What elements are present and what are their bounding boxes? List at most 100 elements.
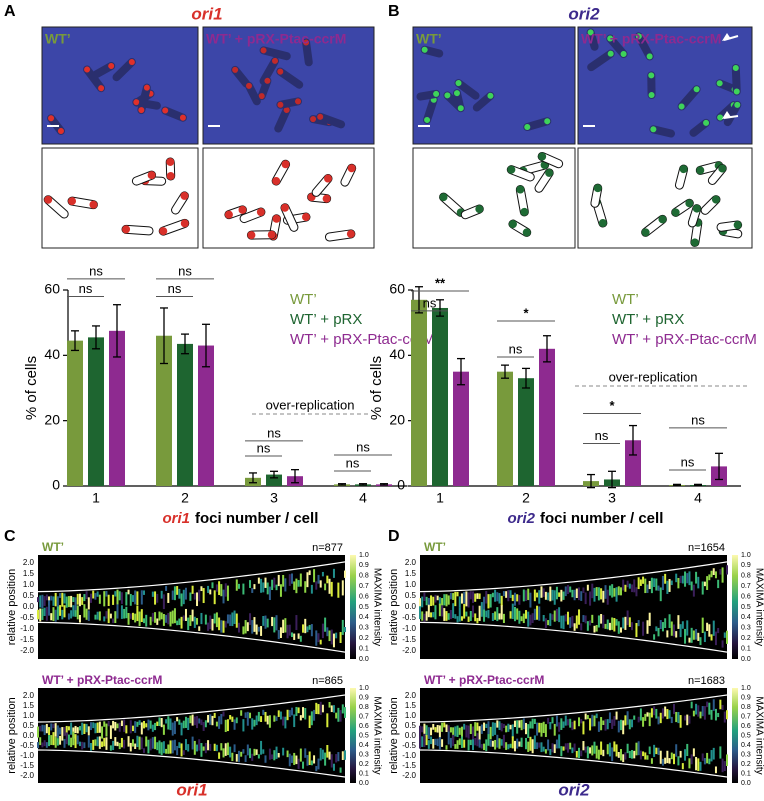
colorbar-tick-label: 0.6: [359, 593, 369, 600]
colorbar-tick-label: 0.3: [741, 625, 751, 632]
significance-label: ns: [423, 295, 437, 310]
colorbar-tick-label: 0.8: [359, 573, 369, 580]
image-label: WT’ + pRX-Ptac-ccrM: [206, 31, 346, 47]
legend-label: WT’ + pRX-Ptac-ccrM: [612, 331, 757, 348]
demograph-bg: [38, 688, 345, 783]
focus: [671, 208, 680, 217]
focus: [247, 231, 256, 240]
cell: [92, 61, 116, 79]
panel-letter: D: [388, 528, 400, 545]
focus: [516, 185, 525, 194]
cell-outline: [419, 561, 728, 593]
y-tick-label: 2.0: [405, 558, 417, 567]
focus: [232, 66, 239, 73]
error-bar: [587, 473, 595, 489]
colorbar-tick-label: 1.0: [359, 685, 369, 692]
cell-body: [83, 65, 106, 93]
y-axis-label: relative position: [6, 569, 18, 645]
cell-count: n=1683: [688, 675, 725, 687]
x-tick-label: 3: [608, 490, 616, 506]
colorbar-tick-label: 0.9: [741, 562, 751, 569]
significance-label: ns: [79, 281, 93, 296]
bar: [518, 378, 534, 486]
cell-body: [302, 38, 313, 67]
cell: [677, 85, 701, 111]
colorbar-tick-label: 0.0: [359, 656, 369, 663]
y-tick-label: 40: [44, 346, 60, 362]
colorbar-tick-label: 0.7: [741, 583, 751, 590]
cell-body: [316, 112, 346, 129]
cell-body: [137, 83, 151, 115]
cell: [259, 56, 280, 86]
legend-label: WT’ + pRX-Ptac-ccrM: [290, 331, 435, 348]
significance-label: ns: [89, 263, 103, 278]
demograph: [37, 688, 346, 783]
focus: [538, 152, 547, 161]
cell: [231, 65, 251, 88]
y-tick-label: 0: [397, 477, 405, 493]
focus: [587, 29, 594, 36]
colorbar-tick-label: 0.3: [741, 751, 751, 758]
condition-label: WT’ + pRX-Ptac-ccrM: [42, 673, 162, 687]
cell-outline: [419, 621, 728, 653]
colorbar-tick-label: 0.5: [741, 604, 751, 611]
y-tick-label: 0.5: [405, 591, 417, 600]
x-tick-label: 1: [92, 490, 100, 506]
y-tick-label: 0.5: [405, 721, 417, 730]
annotation: over-replication: [609, 369, 698, 384]
colorbar-tick-label: 0.9: [359, 694, 369, 701]
cell-body: [587, 49, 615, 72]
focus: [143, 84, 150, 91]
colorbar-tick-label: 0.9: [359, 562, 369, 569]
panel-title: ori1: [191, 4, 222, 23]
bar: [453, 371, 469, 486]
error-bar: [249, 472, 257, 484]
focus: [256, 208, 265, 217]
focus: [310, 116, 317, 123]
cell: [340, 163, 357, 187]
focus: [544, 118, 551, 125]
cell-body: [634, 32, 654, 61]
focus: [545, 168, 554, 177]
cell: [83, 65, 106, 93]
cell: [271, 159, 291, 186]
focus: [703, 119, 710, 126]
y-tick-label: -1.0: [20, 751, 34, 760]
focus: [267, 230, 276, 239]
cell: [731, 63, 741, 96]
cell: [537, 151, 564, 169]
cell: [274, 105, 291, 133]
focus: [475, 205, 484, 214]
colorbar-label: MAXIMA intensity: [753, 568, 764, 646]
focus: [733, 88, 740, 95]
cell-outline: [37, 621, 346, 653]
cell: [707, 163, 727, 185]
y-tick-label: -2.0: [402, 771, 416, 780]
colorbar-tick-label: 0.7: [359, 713, 369, 720]
cell: [420, 45, 444, 58]
cell-field: [412, 147, 576, 249]
bar: [411, 299, 427, 486]
cell: [590, 183, 603, 208]
colorbar-tick-label: 1.0: [741, 552, 751, 559]
cell: [121, 224, 154, 236]
arrow-head: [722, 33, 731, 41]
focus: [84, 66, 91, 73]
y-tick-label: 0.0: [405, 602, 417, 611]
colorbar-tick-label: 0.1: [359, 770, 369, 777]
significance-label: **: [435, 275, 446, 290]
focus: [487, 92, 494, 99]
error-bar: [359, 483, 367, 486]
y-tick-label: -0.5: [20, 613, 34, 622]
y-tick-label: 1.0: [405, 711, 417, 720]
focus: [455, 80, 462, 87]
y-tick-label: -1.5: [20, 761, 34, 770]
cell: [674, 164, 689, 190]
cell: [171, 191, 189, 215]
error-bar: [380, 483, 388, 486]
cell: [137, 83, 151, 115]
focus: [658, 215, 667, 224]
cell: [716, 220, 743, 232]
panel-letter: A: [4, 3, 16, 20]
cell: [700, 195, 721, 215]
